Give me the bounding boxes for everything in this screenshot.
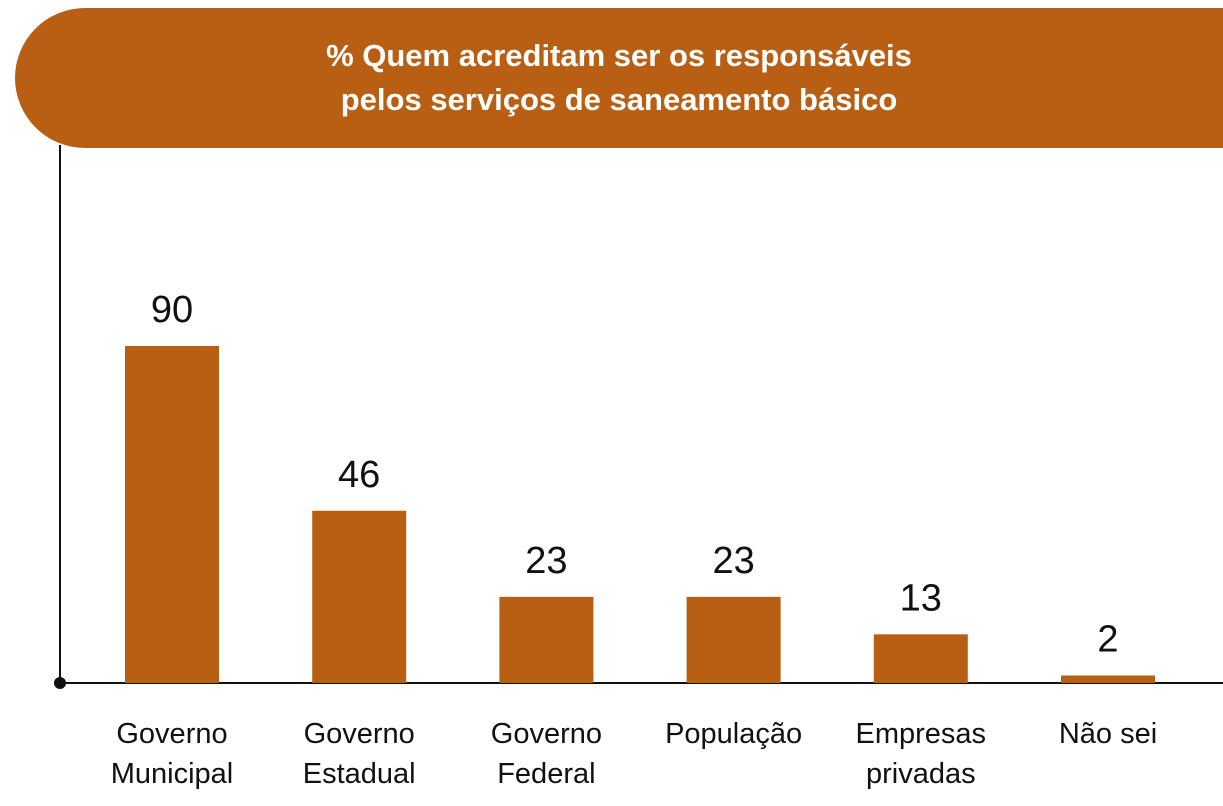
bar [312,510,407,683]
bar [499,596,594,683]
value-label: 46 [338,454,380,496]
value-label: 2 [1097,619,1118,661]
value-label: 23 [525,540,567,582]
bar [125,346,219,683]
x-tick-label: Governo Municipal [110,718,234,790]
x-tick-label: Não sei [1058,718,1158,750]
axis-dot [54,677,66,689]
chart-title: % Quem acreditam ser os responsáveis pel… [15,8,1223,148]
x-tick-label: População [665,718,803,750]
x-tick-label: Empresas privadas [855,718,987,790]
bar [686,596,781,683]
value-label: 90 [151,289,193,331]
value-label: 23 [712,540,754,582]
value-label: 13 [900,577,942,619]
x-tick-label: Governo Estadual [302,718,416,790]
bar [873,634,968,683]
bar [1061,675,1155,683]
x-tick-label: Governo Federal [490,718,602,790]
